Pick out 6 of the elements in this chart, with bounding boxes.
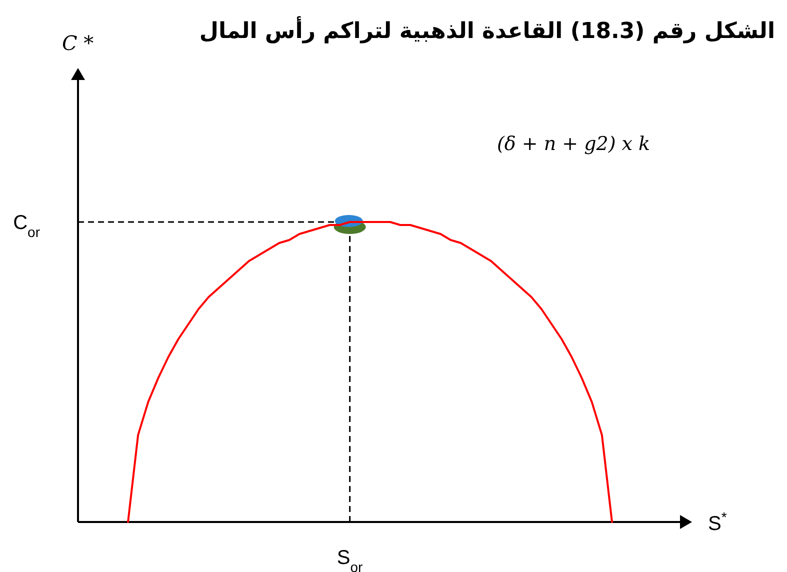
text: C * [62,31,94,55]
x-axis-title: S$^{*}$ [708,509,728,535]
text: S$_{or}$ [336,547,364,572]
ref-line-label: C$_{or}$ [13,212,40,240]
text: (δ + n + g2) x k [497,133,650,155]
chart-title: الشكل رقم (18.3) القاعدة الذهبية لتراكم رأس المال [199,16,775,44]
